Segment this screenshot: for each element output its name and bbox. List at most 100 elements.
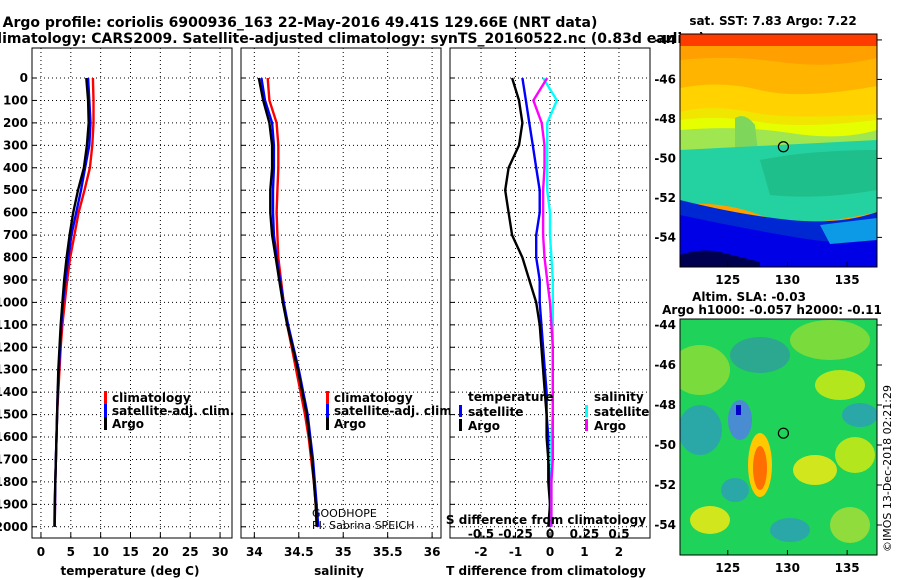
depth-tick-label: 1700 — [0, 452, 28, 466]
depth-tick-label: 800 — [3, 251, 28, 265]
map-lon-tick-label: 125 — [715, 273, 740, 287]
legend-swatch-argo — [104, 417, 107, 430]
s-difference-tick-label: -0.5 — [468, 527, 494, 541]
depth-tick-label: 1800 — [0, 475, 28, 489]
x-tick-label: -2 — [474, 545, 487, 559]
depth-tick-label: 2000 — [0, 520, 28, 534]
temperature-x-ticks: 0 5 10 15 20 25 30 — [37, 533, 228, 559]
map-lat-tick-label: -54 — [654, 518, 676, 532]
sla-map-frame — [679, 318, 878, 556]
depth-tick-label: 1300 — [0, 363, 28, 377]
program-annotation: GOODHOPE — [312, 507, 377, 520]
legend-label-sal-satellite: satellite — [594, 405, 649, 419]
legend-label-climatology: climatology — [334, 391, 413, 405]
copyright-note: ©IMOS 13-Dec-2018 02:21:29 — [881, 385, 894, 552]
t-difference-axis-label: T difference from climatology — [446, 564, 646, 578]
depth-tick-label: 1200 — [0, 340, 28, 354]
legend-label-satellite: satellite-adj. clim. — [334, 404, 456, 418]
depth-tick-label: 700 — [3, 228, 28, 242]
legend-swatch-temp-satellite — [459, 405, 462, 417]
x-tick-label: 35.5 — [373, 545, 403, 559]
map-lon-tick-label: 130 — [775, 273, 800, 287]
map-lat-tick-label: -46 — [654, 72, 676, 86]
difference-x-ticks: -2 -1 0 1 2 — [474, 533, 623, 559]
x-tick-label: 34 — [246, 545, 263, 559]
legend-label-temp-satellite: satellite — [468, 405, 523, 419]
s-difference-tick-label: -0.25 — [498, 527, 533, 541]
pi-annotation: PI: Sabrina SPEICH — [312, 519, 414, 532]
map-lat-tick-label: -44 — [654, 33, 676, 47]
series-line-salinity-satellite — [542, 77, 559, 527]
map-lon-tick-label: 130 — [775, 561, 800, 575]
x-tick-label: 0 — [37, 545, 45, 559]
figure-title-line1: Argo profile: coriolis 6900936_163 22-Ma… — [3, 15, 598, 31]
depth-tick-label: 0 — [20, 71, 28, 85]
legend-swatch-argo — [326, 417, 329, 430]
legend-swatch-satellite — [104, 404, 107, 417]
salinity-plot-frame — [240, 47, 442, 539]
difference-legend: temperature satellite Argo salinity sate… — [459, 390, 649, 433]
temperature-grid — [32, 48, 232, 538]
legend-title-salinity: salinity — [594, 390, 644, 404]
salinity-axis-label: salinity — [314, 564, 364, 578]
map-lat-tick-label: -48 — [654, 112, 676, 126]
depth-tick-label: 300 — [3, 138, 28, 152]
depth-tick-label: 1000 — [0, 295, 28, 309]
x-tick-label: 15 — [122, 545, 139, 559]
map-lat-tick-label: -52 — [654, 191, 676, 205]
depth-tick-label: 1100 — [0, 318, 28, 332]
depth-tick-label: 600 — [3, 206, 28, 220]
temperature-panel: 0 100 200 300 400 500 600 700 800 900 1000 1100 1200… — [0, 47, 234, 578]
legend-label-argo: Argo — [112, 417, 144, 431]
map-lon-tick-label: 135 — [835, 561, 860, 575]
map-lon-tick-label: 135 — [835, 273, 860, 287]
legend-label-argo: Argo — [334, 417, 366, 431]
legend-label-temp-argo: Argo — [468, 419, 500, 433]
map-lat-tick-label: -48 — [654, 398, 676, 412]
difference-series — [504, 77, 559, 527]
sst-map-frame — [679, 33, 878, 268]
difference-panel: -2 -1 0 1 2 temperature satellite Argo salin… — [446, 47, 651, 578]
depth-tick-label: 200 — [3, 116, 28, 130]
legend-label-satellite: satellite-adj. clim. — [112, 404, 234, 418]
legend-swatch-sal-satellite — [585, 405, 588, 417]
x-tick-label: 0 — [546, 545, 554, 559]
sla-map-title-line1: Altim. SLA: -0.03 — [692, 290, 806, 304]
series-line-argo — [257, 77, 318, 527]
depth-tick-label: 1600 — [0, 430, 28, 444]
sla-map-image — [680, 319, 877, 555]
map-lon-tick-label: 125 — [715, 561, 740, 575]
x-tick-label: 35 — [335, 545, 352, 559]
legend-swatch-satellite — [326, 404, 329, 417]
depth-tick-label: 500 — [3, 183, 28, 197]
depth-tick-label: 400 — [3, 161, 28, 175]
map-lat-tick-label: -52 — [654, 478, 676, 492]
temperature-legend: climatology satellite-adj. clim. Argo — [104, 391, 234, 431]
depth-tick-label: 1400 — [0, 385, 28, 399]
salinity-series — [257, 77, 320, 527]
series-line-salinity-argo — [532, 77, 554, 527]
sst-map-ticks: 125 130 135 -44 -46 -48 -50 -52 -54 — [654, 33, 882, 287]
x-tick-label: 34.5 — [284, 545, 314, 559]
sla-argo-location-marker — [777, 427, 789, 439]
sst-argo-location-marker — [777, 141, 789, 153]
s-difference-tick-label: 0.25 — [570, 527, 600, 541]
x-tick-label: 2 — [615, 545, 623, 559]
sst-map-title: sat. SST: 7.83 Argo: 7.22 — [689, 14, 856, 28]
legend-swatch-temp-argo — [459, 419, 462, 431]
figure-title-line2: Climatology: CARS2009. Satellite-adjuste… — [0, 31, 705, 47]
depth-tick-label: 1900 — [0, 497, 28, 511]
depth-tick-label: 100 — [3, 93, 28, 107]
salinity-grid — [241, 48, 441, 538]
temperature-axis-label: temperature (deg C) — [61, 564, 200, 578]
sla-map-panel: Altim. SLA: -0.03 Argo h1000: -0.057 h20… — [654, 290, 894, 575]
map-lat-tick-label: -54 — [654, 230, 676, 244]
x-tick-label: 36 — [424, 545, 441, 559]
legend-title-temperature: temperature — [468, 390, 553, 404]
salinity-panel: 34 34.5 35 35.5 36 climatology satellite-adj… — [240, 47, 456, 578]
salinity-x-ticks: 34 34.5 35 35.5 36 — [246, 533, 440, 559]
depth-tick-label: 900 — [3, 273, 28, 287]
legend-swatch-sal-argo — [585, 419, 588, 431]
sst-map-panel: sat. SST: 7.83 Argo: 7.22 125 130 135 -44 -4… — [654, 14, 882, 287]
x-tick-label: -1 — [509, 545, 522, 559]
